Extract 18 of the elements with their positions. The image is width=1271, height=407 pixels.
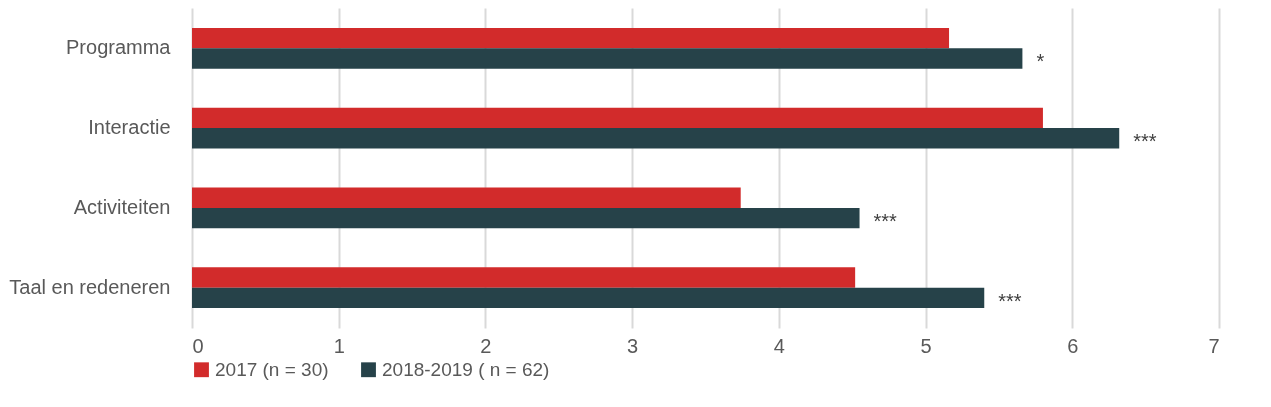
y-tick-label: Taal en redeneren bbox=[9, 275, 171, 298]
x-tick-label: 7 bbox=[1208, 334, 1220, 357]
x-tick-label: 5 bbox=[920, 334, 932, 357]
x-tick-label: 6 bbox=[1067, 334, 1079, 357]
x-tick-label: 0 bbox=[192, 334, 204, 357]
y-tick-label: Programma bbox=[66, 36, 172, 59]
y-tick-label: Activiteiten bbox=[73, 195, 171, 218]
y-tick-label: Interactie bbox=[88, 116, 171, 139]
x-tick-label: 2 bbox=[480, 334, 492, 357]
legend-label: 2017 (n = 30) bbox=[215, 358, 329, 380]
x-tick-label: 3 bbox=[627, 334, 639, 357]
annotation: *** bbox=[1133, 130, 1157, 153]
x-tick-label: 4 bbox=[773, 334, 785, 357]
x-tick-label: 1 bbox=[333, 334, 345, 357]
annotation: *** bbox=[873, 210, 898, 233]
annotation: * bbox=[1036, 50, 1045, 73]
annotation: *** bbox=[998, 289, 1022, 312]
legend-label: 2018-2019 ( n = 62) bbox=[382, 358, 550, 380]
